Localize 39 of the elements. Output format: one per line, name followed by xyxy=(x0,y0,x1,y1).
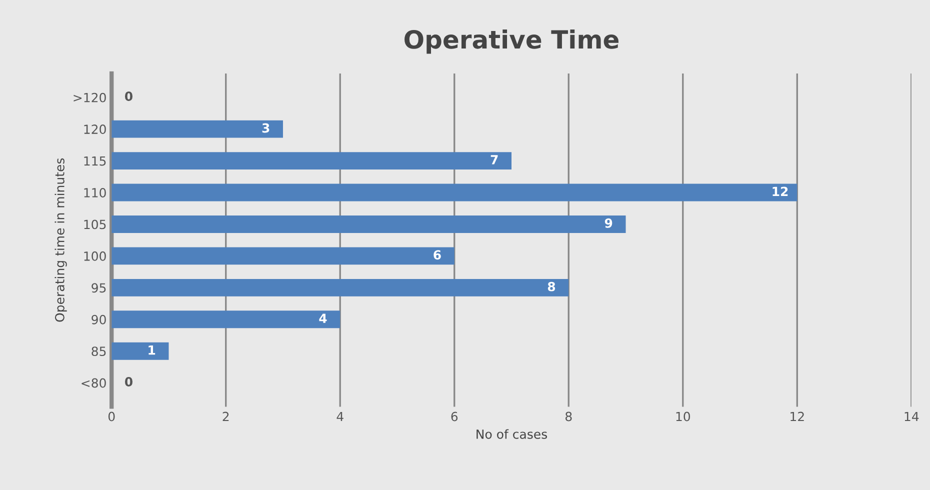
data-label: 8 xyxy=(548,282,556,292)
y-tick-label: 115 xyxy=(84,156,106,166)
bar xyxy=(112,216,626,233)
chart-title: Operative Time xyxy=(404,30,618,54)
y-tick-label: <80 xyxy=(82,378,106,388)
bar xyxy=(112,342,169,360)
x-tick-label: 10 xyxy=(676,412,690,422)
y-tick-label: 105 xyxy=(84,220,106,230)
y-tick-label: 90 xyxy=(92,314,106,324)
data-label: 4 xyxy=(319,314,327,323)
bar xyxy=(112,278,569,296)
bar xyxy=(112,184,798,202)
x-tick-label: 4 xyxy=(336,412,344,422)
bar xyxy=(112,152,512,170)
data-label: 0 xyxy=(124,377,132,386)
data-label: 0 xyxy=(124,92,132,101)
data-label: 7 xyxy=(490,155,498,164)
bar xyxy=(112,310,340,328)
data-label: 12 xyxy=(772,186,788,196)
y-tick-label: 100 xyxy=(84,251,106,261)
x-tick-label: 14 xyxy=(904,412,919,422)
x-axis-title: No of cases xyxy=(476,429,548,439)
data-label: 9 xyxy=(604,218,612,228)
y-tick-label: 110 xyxy=(84,188,106,198)
x-tick-label: 8 xyxy=(566,412,572,422)
x-tick-label: 2 xyxy=(222,412,229,422)
y-axis-title: Operating time in minutes xyxy=(54,158,67,322)
x-tick-label: 6 xyxy=(451,412,458,422)
data-label: 6 xyxy=(434,250,441,260)
data-label: 1 xyxy=(148,345,156,355)
y-tick-label: >120 xyxy=(74,92,106,102)
y-tick-label: 120 xyxy=(84,124,106,134)
data-label: 3 xyxy=(262,123,270,133)
y-tick-label: 85 xyxy=(92,346,106,356)
x-tick-label: 12 xyxy=(790,412,804,422)
bar xyxy=(112,120,283,138)
bar xyxy=(112,247,454,265)
x-tick-label: 0 xyxy=(108,412,115,422)
y-tick-label: 95 xyxy=(92,283,106,293)
